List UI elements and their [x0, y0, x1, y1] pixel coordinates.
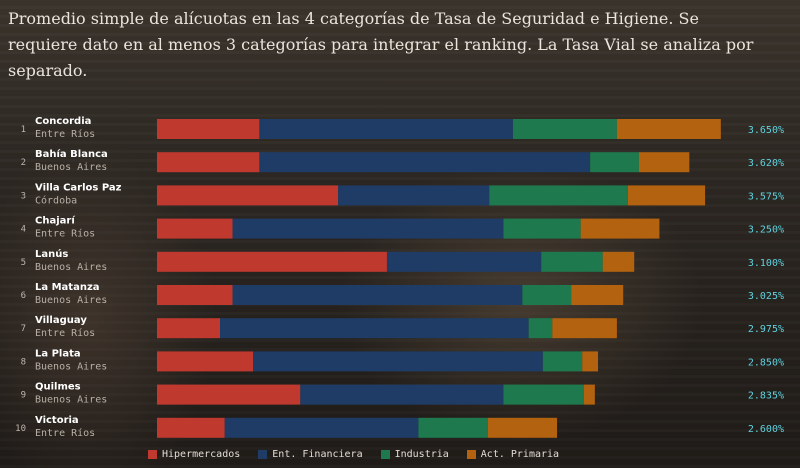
bar-segment	[157, 417, 225, 438]
legend-item: Hipermercados	[148, 449, 240, 460]
municipality-name: Concordia	[35, 116, 91, 127]
rank-number: 4	[21, 225, 26, 235]
bar-segment	[418, 417, 488, 438]
bar-segment	[503, 218, 581, 239]
bar-segment	[157, 285, 233, 305]
bar-segment	[253, 351, 543, 372]
bar-segment	[583, 384, 595, 405]
bar-segment	[503, 384, 584, 405]
bar-segment	[157, 351, 254, 372]
municipality-name: Chajarí	[35, 215, 75, 227]
total-value-label: 2.850%	[748, 357, 784, 368]
province-name: Entre Ríos	[35, 228, 95, 240]
municipality-name: Lanús	[35, 248, 68, 260]
legend-item: Act. Primaria	[466, 449, 560, 460]
province-name: Buenos Aires	[35, 395, 107, 406]
legend-item: Ent. Financiera	[258, 449, 363, 460]
bar-segment	[571, 285, 624, 305]
bar-segment	[541, 251, 603, 272]
province-name: Entre Ríos	[35, 327, 95, 339]
total-value-label: 3.620%	[748, 158, 784, 169]
rank-number: 5	[21, 258, 26, 268]
municipality-name: La Matanza	[35, 282, 100, 293]
bar-segment	[489, 185, 628, 206]
total-value-label: 2.835%	[748, 391, 784, 402]
legend-swatch	[258, 450, 268, 459]
bar-segment	[512, 119, 617, 139]
bar-segment	[157, 251, 387, 272]
legend-label: Act. Primaria	[480, 449, 560, 460]
chart-description: Promedio simple de alícuotas en las 4 ca…	[8, 9, 754, 80]
bar-segment	[487, 417, 558, 438]
bar-segment	[232, 218, 504, 239]
rank-number: 3	[21, 191, 26, 201]
bar-segment	[638, 152, 690, 173]
bar-segment	[338, 185, 490, 206]
bar-segment	[232, 285, 523, 305]
rank-number: 9	[21, 391, 26, 401]
total-value-label: 3.650%	[748, 125, 784, 136]
bar-segment	[528, 318, 553, 339]
total-value-label: 3.250%	[748, 225, 784, 236]
rank-number: 1	[21, 125, 26, 135]
bar-segment	[522, 285, 572, 305]
total-value-label: 3.025%	[748, 291, 784, 302]
rank-number: 10	[15, 424, 26, 434]
bar-segment	[259, 152, 591, 173]
municipality-name: La Plata	[35, 348, 81, 359]
bar-segment	[602, 251, 635, 272]
bar-segment	[582, 351, 598, 372]
legend-label: Hipermercados	[162, 449, 241, 460]
total-value-label: 3.575%	[748, 191, 784, 202]
province-name: Buenos Aires	[35, 361, 107, 372]
chart-legend: Hipermercados Ent. Financiera Industria Act…	[148, 449, 559, 460]
bar-segment	[627, 185, 706, 206]
bar-segment	[157, 318, 220, 339]
bar-segment	[259, 119, 513, 139]
province-name: Entre Ríos	[35, 128, 95, 140]
bar-segment	[616, 119, 721, 139]
municipality-name: Villa Carlos Paz	[35, 182, 122, 193]
bar-segment	[300, 384, 504, 405]
bar-segment	[386, 251, 542, 272]
legend-label: Ent. Financiera	[272, 449, 363, 460]
legend-item: Industria	[380, 449, 449, 460]
municipality-name: Quilmes	[35, 382, 81, 393]
bar-segment	[157, 185, 339, 206]
province-name: Entre Ríos	[35, 427, 95, 439]
rank-number: 2	[21, 158, 26, 168]
province-name: Buenos Aires	[35, 162, 107, 173]
total-value-label: 2.600%	[748, 424, 784, 435]
bar-segment	[157, 218, 233, 239]
total-value-label: 3.100%	[748, 258, 784, 269]
bar-segment	[552, 318, 617, 339]
bar-segment	[590, 152, 639, 173]
bar-segment	[157, 152, 260, 173]
province-name: Buenos Aires	[35, 295, 107, 306]
legend-swatch	[380, 450, 390, 459]
total-value-label: 2.975%	[748, 324, 784, 335]
province-name: Córdoba	[35, 194, 77, 206]
municipality-name: Villaguay	[35, 315, 87, 326]
legend-label: Industria	[394, 449, 449, 460]
legend-swatch	[466, 450, 476, 459]
bar-segment	[542, 351, 583, 372]
municipality-name: Bahía Blanca	[35, 148, 108, 160]
bar-segment	[157, 119, 260, 139]
rank-number: 7	[21, 324, 26, 334]
rank-number: 8	[21, 357, 26, 367]
bar-segment	[157, 384, 301, 405]
municipality-name: Victoria	[35, 415, 79, 426]
province-name: Buenos Aires	[35, 262, 107, 273]
rank-number: 6	[21, 291, 26, 301]
bar-segment	[580, 218, 660, 239]
legend-swatch	[148, 450, 157, 459]
bar-segment	[220, 318, 529, 339]
bar-segment	[224, 417, 419, 438]
